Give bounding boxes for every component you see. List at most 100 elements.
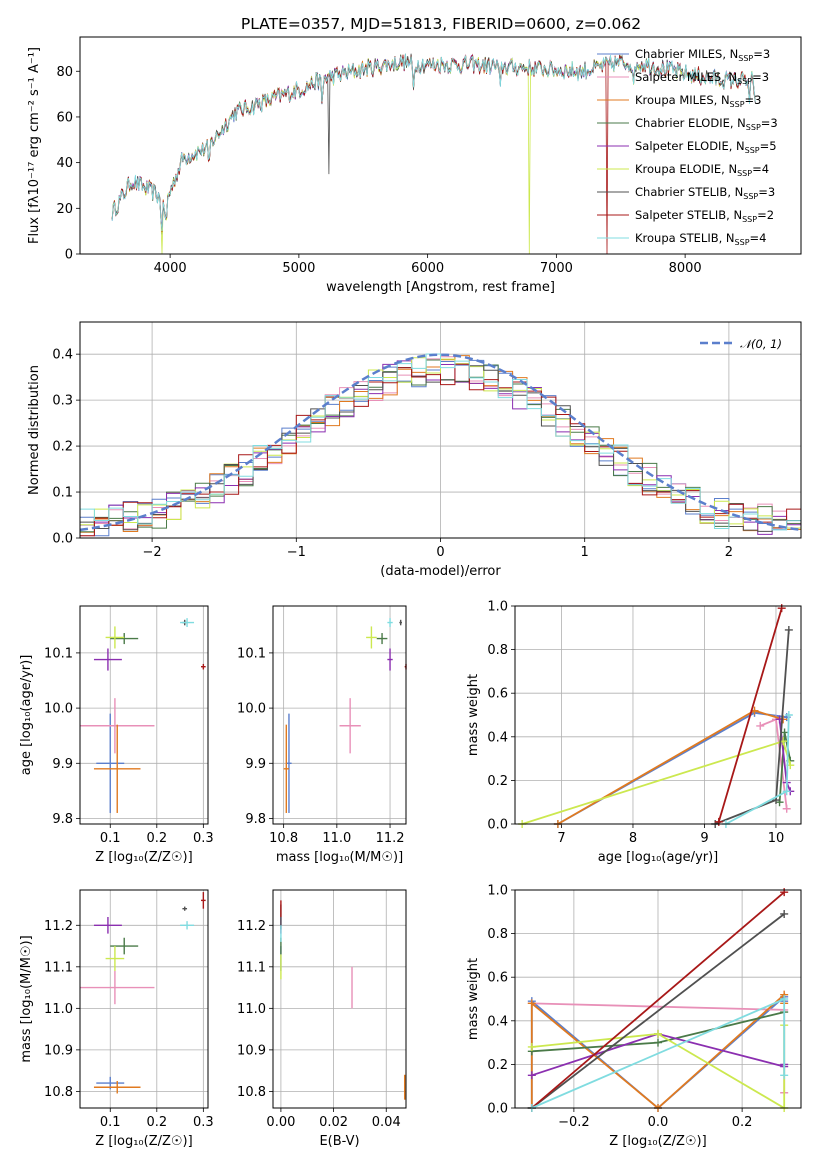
x-axis-label: Z [log₁₀(Z/Z☉)]: [95, 850, 192, 865]
x-tick-label: 0.2: [146, 831, 167, 846]
y-tick-label: 10.9: [44, 1043, 73, 1058]
x-tick-label: 0.1: [100, 831, 121, 846]
y-axis-label: Normed distribution: [27, 365, 42, 495]
y-tick-label: 40: [56, 156, 73, 171]
y-tick-label: 60: [56, 110, 73, 125]
y-tick-label: 10.8: [237, 1085, 266, 1100]
x-tick-label: 0: [436, 545, 444, 560]
mass-weight-line: [531, 913, 785, 1109]
x-axis-label: age [log₁₀(age/yr)]: [598, 850, 719, 865]
mass-weight-marker: [780, 909, 789, 918]
legend-entry: Salpeter STELIB, NSSP=2: [635, 208, 774, 224]
x-axis-label: E(B-V): [319, 1134, 359, 1149]
mass-weight-marker: [782, 804, 791, 813]
mass-weight-marker: [780, 1071, 789, 1080]
y-axis-label: mass [log₁₀(M/M☉)]: [19, 935, 34, 1062]
legend-entry: Salpeter ELODIE, NSSP=5: [635, 139, 777, 155]
mass-weight-marker: [782, 787, 791, 796]
legend-entry: Salpeter MILES, NSSP=3: [635, 70, 769, 86]
x-tick-label: 8000: [669, 261, 702, 276]
mass-weight-line: [717, 607, 783, 823]
mass-weight-line: [557, 709, 784, 825]
y-tick-label: 1.0: [487, 884, 508, 899]
x-axis-label: wavelength [Angstrom, rest frame]: [326, 280, 555, 295]
mass-weight-marker: [527, 1071, 536, 1080]
x-tick-label: 0.0: [648, 1115, 669, 1130]
y-tick-label: 0.6: [487, 971, 508, 986]
y-tick-label: 0.2: [487, 1058, 508, 1073]
y-tick-label: 10.8: [44, 1085, 73, 1100]
y-tick-label: 11.0: [237, 1002, 266, 1017]
x-tick-label: 9: [700, 831, 708, 846]
x-tick-label: 0.3: [193, 1115, 214, 1130]
plot-frame: [79, 36, 802, 255]
x-tick-label: 7: [557, 831, 565, 846]
x-tick-label: 10: [768, 831, 785, 846]
y-tick-label: 10.1: [237, 646, 266, 661]
legend-entry: Kroupa STELIB, NSSP=4: [635, 231, 766, 247]
mass-weight-marker: [654, 1038, 662, 1047]
mass-weight-marker: [784, 711, 793, 719]
mass-weight-line: [531, 891, 785, 1109]
x-tick-label: 0.00: [266, 1115, 295, 1130]
figure-title: PLATE=0357, MJD=51813, FIBERID=0600, z=0…: [241, 15, 641, 33]
mass-weight-line: [725, 714, 790, 825]
spectrum-legend: Chabrier MILES, NSSP=3 Salpeter MILES, NS…: [597, 47, 778, 247]
y-tick-label: 9.8: [245, 812, 266, 827]
x-tick-label: 0.3: [193, 831, 214, 846]
y-tick-label: 0.6: [487, 687, 508, 702]
legend-entry: Chabrier ELODIE, NSSP=3: [635, 116, 778, 132]
x-tick-label: 11.2: [376, 831, 405, 846]
y-tick-label: 10.1: [44, 646, 73, 661]
plot-frame: [79, 889, 209, 1109]
y-tick-label: 9.9: [52, 757, 73, 772]
x-axis-label: Z [log₁₀(Z/Z☉)]: [609, 1134, 706, 1149]
x-tick-label: 0.2: [732, 1115, 753, 1130]
spectrum-series-line: [111, 54, 756, 255]
plot-frame: [514, 605, 802, 825]
y-tick-label: 11.1: [44, 960, 73, 975]
x-tick-label: 5000: [282, 261, 315, 276]
mass-weight-marker: [654, 1029, 662, 1038]
mass-vs-ebv-panel: 0.00 0.02 0.04 10.8 10.9 11.0 11.1 11.2 E(B-V): [237, 889, 407, 1149]
y-tick-label: 20: [56, 202, 73, 217]
y-tick-label: 10.0: [237, 702, 266, 717]
y-axis-label: mass weight: [466, 674, 481, 756]
mass-weight-marker: [527, 1042, 536, 1051]
x-tick-label: −1: [287, 545, 306, 560]
x-tick-label: 6000: [411, 261, 444, 276]
y-axis-label: mass weight: [466, 958, 481, 1040]
plot-frame: [272, 605, 407, 825]
y-tick-label: 0.0: [487, 1102, 508, 1117]
y-tick-label: 0.0: [52, 532, 73, 547]
x-tick-label: 0.1: [100, 1115, 121, 1130]
y-tick-label: 80: [56, 65, 73, 80]
legend-entry: Chabrier MILES, NSSP=3: [635, 47, 770, 63]
mass-weight-marker: [756, 721, 765, 730]
histogram-legend: 𝒩(0, 1): [700, 337, 782, 351]
y-tick-label: 9.8: [52, 812, 73, 827]
y-tick-label: 0.2: [52, 440, 73, 455]
y-tick-label: 0.1: [52, 486, 73, 501]
mass-weight-line: [557, 711, 787, 825]
y-tick-label: 10.0: [44, 702, 73, 717]
y-tick-label: 11.2: [237, 919, 266, 934]
y-tick-label: 11.1: [237, 960, 266, 975]
x-tick-label: 11.0: [322, 831, 351, 846]
y-axis-label: age [log₁₀(age/yr)]: [19, 655, 34, 776]
y-tick-label: 0.4: [52, 348, 73, 363]
plot-frame: [272, 889, 407, 1109]
y-tick-label: 11.0: [44, 1002, 73, 1017]
plot-frame: [514, 889, 802, 1109]
mass-weight-marker: [784, 625, 793, 634]
y-tick-label: 0.2: [487, 774, 508, 789]
mass-weight-marker: [527, 999, 536, 1008]
spectrum-panel: 4000 5000 6000 7000 8000 0 20 40 60 80 wavelength …: [27, 36, 802, 295]
x-tick-label: 0.04: [372, 1115, 401, 1130]
mass-vs-z-panel: 0.1 0.2 0.3 10.8 10.9 11.0 11.1 11.2 Z [log₁₀(Z/…: [19, 889, 214, 1149]
plot-frame: [79, 321, 802, 539]
x-tick-label: 7000: [540, 261, 573, 276]
x-axis-label: mass [log₁₀(M/M☉)]: [276, 850, 403, 865]
y-tick-label: 9.9: [245, 757, 266, 772]
